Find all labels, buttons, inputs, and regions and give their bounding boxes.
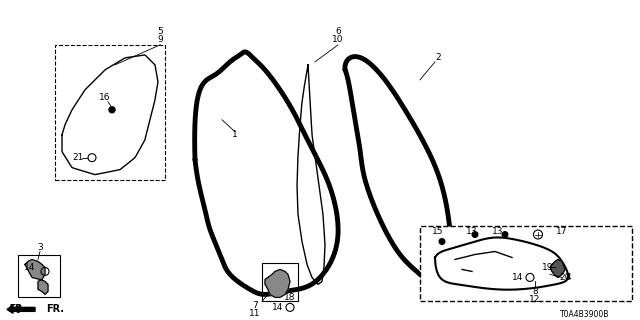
Text: 4: 4 — [565, 273, 571, 282]
Text: 17: 17 — [556, 227, 568, 236]
Polygon shape — [25, 260, 48, 294]
Circle shape — [439, 239, 445, 244]
Text: 21: 21 — [72, 153, 84, 162]
Circle shape — [109, 107, 115, 113]
Text: 7: 7 — [252, 301, 258, 310]
Text: 3: 3 — [37, 243, 43, 252]
Text: 6: 6 — [335, 28, 341, 36]
Bar — [18, 255, 60, 297]
Text: FR.: FR. — [9, 304, 27, 314]
Polygon shape — [550, 260, 565, 277]
Text: 14: 14 — [272, 303, 284, 312]
Text: 1: 1 — [232, 130, 238, 139]
Text: 5: 5 — [157, 28, 163, 36]
Circle shape — [502, 232, 508, 237]
Text: 10: 10 — [332, 36, 344, 44]
Polygon shape — [490, 258, 545, 289]
Text: 9: 9 — [157, 36, 163, 44]
Text: 14: 14 — [24, 263, 36, 272]
FancyArrow shape — [7, 305, 35, 313]
Text: 15: 15 — [432, 227, 444, 236]
Circle shape — [472, 232, 478, 237]
Text: 14: 14 — [512, 273, 524, 282]
Text: FR.: FR. — [46, 304, 64, 314]
Text: 19: 19 — [542, 263, 554, 272]
Bar — [420, 226, 632, 301]
Text: 2: 2 — [435, 53, 441, 62]
Bar — [262, 263, 298, 301]
Bar — [488, 252, 560, 297]
Text: 16: 16 — [99, 93, 111, 102]
Text: 20: 20 — [559, 273, 571, 282]
Text: 11: 11 — [249, 309, 260, 318]
Text: 13: 13 — [467, 227, 477, 236]
Text: 12: 12 — [529, 295, 541, 304]
Polygon shape — [265, 269, 290, 297]
Text: T0A4B3900B: T0A4B3900B — [560, 310, 610, 319]
Text: 18: 18 — [284, 293, 296, 302]
Text: 13: 13 — [492, 227, 504, 236]
Bar — [55, 45, 165, 180]
Text: 8: 8 — [532, 287, 538, 296]
